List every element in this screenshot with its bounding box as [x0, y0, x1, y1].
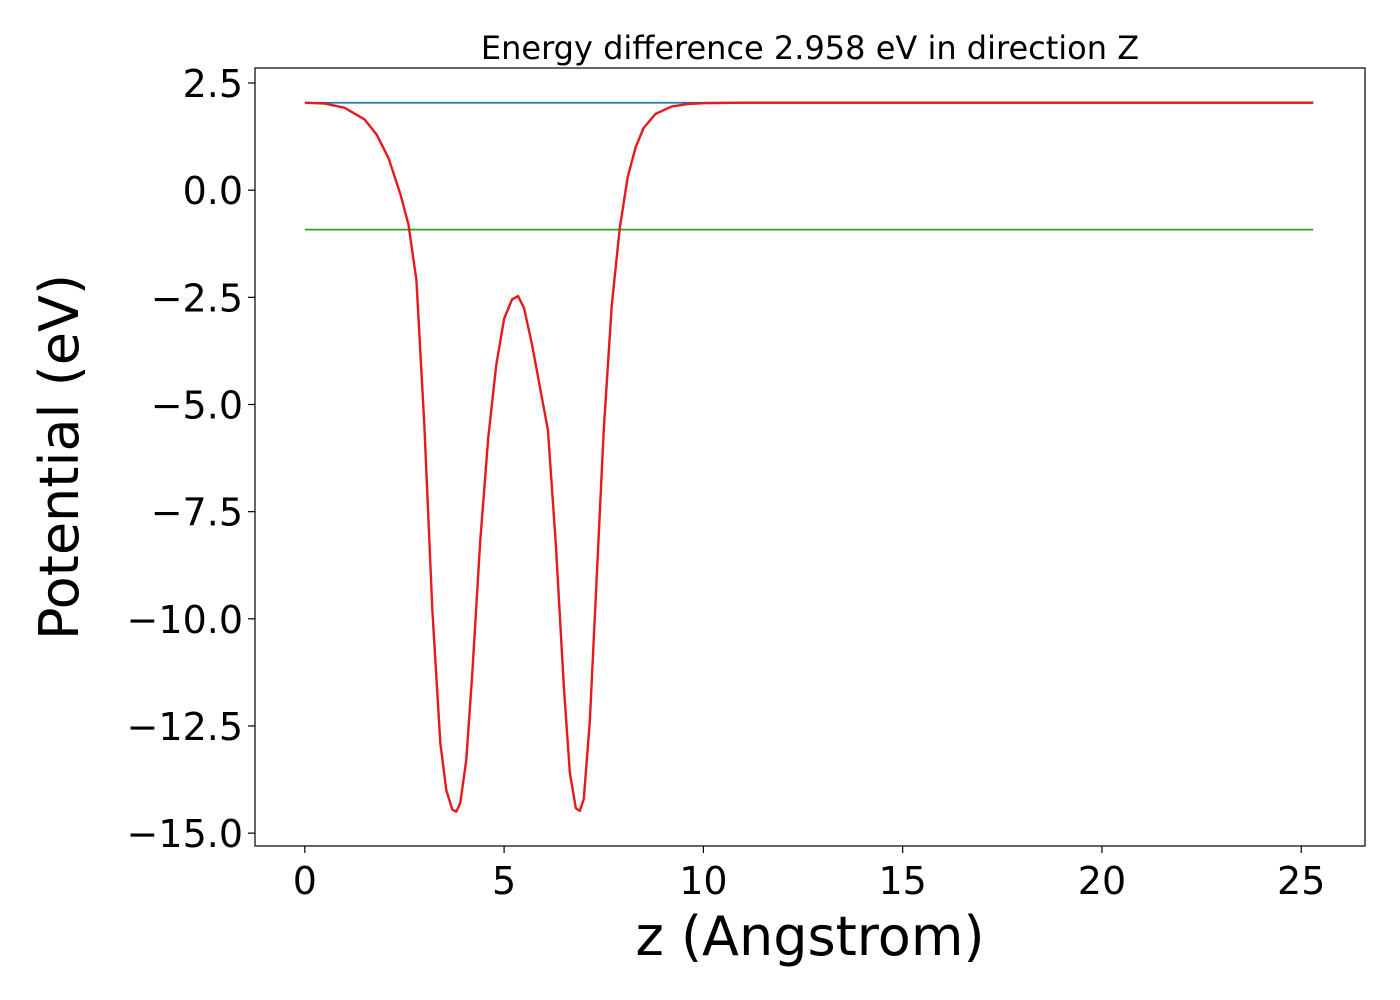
y-axis-title: Potential (eV) [28, 274, 91, 640]
x-tick-label: 25 [1277, 859, 1325, 903]
x-tick-label: 5 [492, 859, 516, 903]
chart-title: Energy difference 2.958 eV in direction … [481, 29, 1139, 67]
x-tick-label: 0 [293, 859, 317, 903]
y-tick-label: −7.5 [151, 491, 243, 535]
x-axis: 0 5 10 15 20 25 [293, 846, 1325, 903]
series-layer [304, 101, 1314, 813]
plot-frame [254, 67, 1366, 847]
y-tick-label: 2.5 [183, 62, 243, 106]
y-tick-label: −15.0 [127, 812, 243, 856]
y-axis: 2.5 0.0 −2.5 −5.0 −7.5 −10.0 −12.5 −15.0 [127, 62, 255, 856]
y-tick-label: −10.0 [127, 598, 243, 642]
y-tick-label: −12.5 [127, 705, 243, 749]
x-axis-title: z (Angstrom) [635, 905, 984, 968]
y-tick-label: −5.0 [151, 383, 243, 427]
y-tick-label: −2.5 [151, 276, 243, 320]
y-tick-label: 0.0 [183, 169, 243, 213]
x-tick-label: 15 [878, 859, 926, 903]
x-tick-label: 20 [1078, 859, 1126, 903]
x-tick-label: 10 [679, 859, 727, 903]
series-line-3 [304, 101, 1314, 813]
